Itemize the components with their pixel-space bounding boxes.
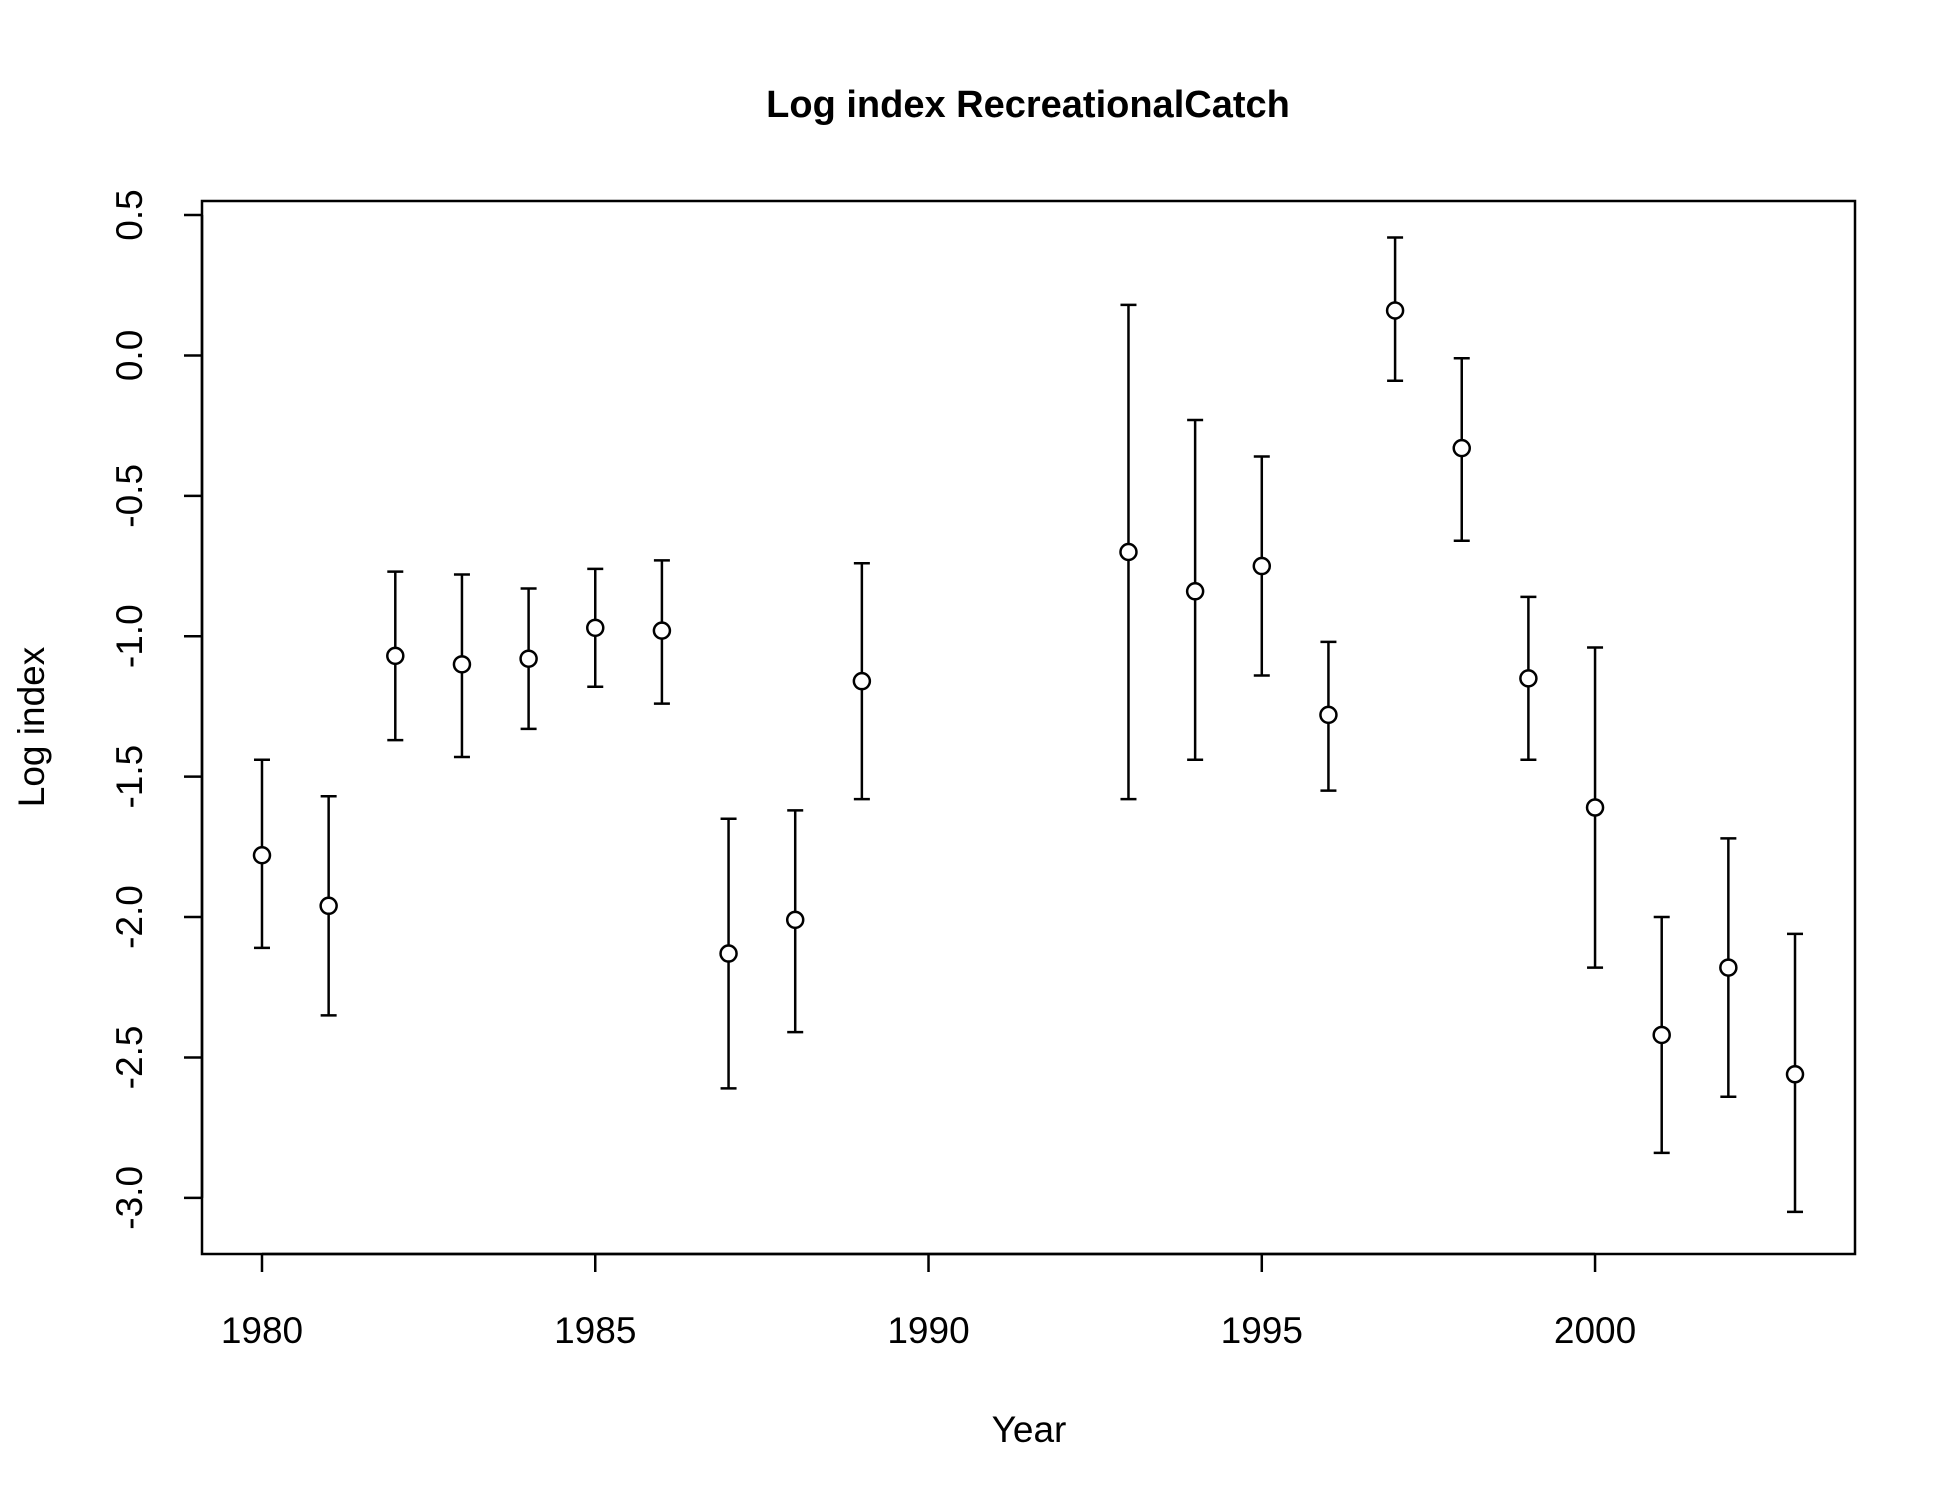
data-point-group — [586, 567, 605, 689]
data-point-group — [452, 573, 472, 759]
x-axis-title: Year — [992, 1409, 1067, 1450]
plot-frame — [200, 199, 1857, 1256]
data-point — [719, 944, 738, 963]
y-tick-label: -3.0 — [109, 1166, 150, 1230]
data-point-group — [1385, 236, 1405, 382]
data-point-group — [319, 795, 338, 1017]
x-tick-label: 1985 — [554, 1310, 636, 1351]
data-point-group — [852, 561, 872, 801]
data-point — [1652, 1025, 1671, 1045]
x-tick-label: 2000 — [1554, 1310, 1636, 1351]
data-point-group — [785, 809, 805, 1034]
y-axis: 0.5 0.0 -0.5 -1.0 -1.5 -2.0 -2.5 -3.0 — [109, 189, 204, 1230]
y-tick-label: -1.5 — [109, 745, 150, 809]
data-point-group — [1452, 356, 1471, 543]
data-point — [1185, 582, 1205, 601]
data-point-group — [1585, 646, 1605, 969]
data-point — [1252, 556, 1272, 576]
data-point-group — [1785, 932, 1805, 1214]
y-tick-label: -2.0 — [109, 885, 150, 949]
y-tick-label: 0.0 — [109, 330, 150, 381]
data-point — [1452, 438, 1471, 458]
y-tick-label: 0.5 — [109, 189, 150, 240]
data-point — [1785, 1065, 1805, 1084]
data-point — [1385, 301, 1405, 320]
data-point — [785, 910, 805, 930]
data-point — [1719, 958, 1738, 977]
data-point-group — [1119, 303, 1138, 801]
plot-marks — [252, 236, 1805, 1214]
y-tick-label: -1.0 — [109, 604, 150, 668]
y-tick-label: -2.5 — [109, 1026, 150, 1090]
data-point — [852, 671, 872, 691]
data-point-group — [1319, 640, 1338, 792]
data-point-group — [1185, 418, 1205, 762]
data-point — [452, 655, 472, 674]
data-point — [1519, 669, 1538, 688]
data-point — [1119, 542, 1138, 562]
y-tick-label: -0.5 — [109, 464, 150, 528]
y-axis-title: Log index — [11, 646, 52, 807]
data-point-group — [652, 559, 672, 705]
chart-title: Log index RecreationalCatch — [766, 84, 1290, 126]
data-point — [319, 896, 338, 916]
x-tick-label: 1980 — [221, 1310, 303, 1351]
data-point-group — [252, 758, 272, 950]
data-point — [652, 621, 672, 640]
data-point-group — [1519, 595, 1538, 762]
data-point — [586, 618, 605, 638]
x-tick-label: 1995 — [1221, 1310, 1303, 1351]
data-point-group — [1652, 915, 1671, 1155]
x-axis: 1980 1985 1990 1995 2000 — [221, 1252, 1636, 1351]
data-point — [519, 649, 538, 668]
data-point-group — [1252, 455, 1272, 677]
data-point-group — [1719, 837, 1738, 1099]
data-point-group — [719, 817, 738, 1090]
data-point-group — [386, 570, 405, 742]
x-tick-label: 1990 — [887, 1310, 969, 1351]
data-point — [252, 846, 272, 865]
data-point-group — [519, 587, 538, 731]
data-point — [1319, 705, 1338, 725]
data-point — [386, 646, 405, 666]
data-point — [1585, 798, 1605, 817]
